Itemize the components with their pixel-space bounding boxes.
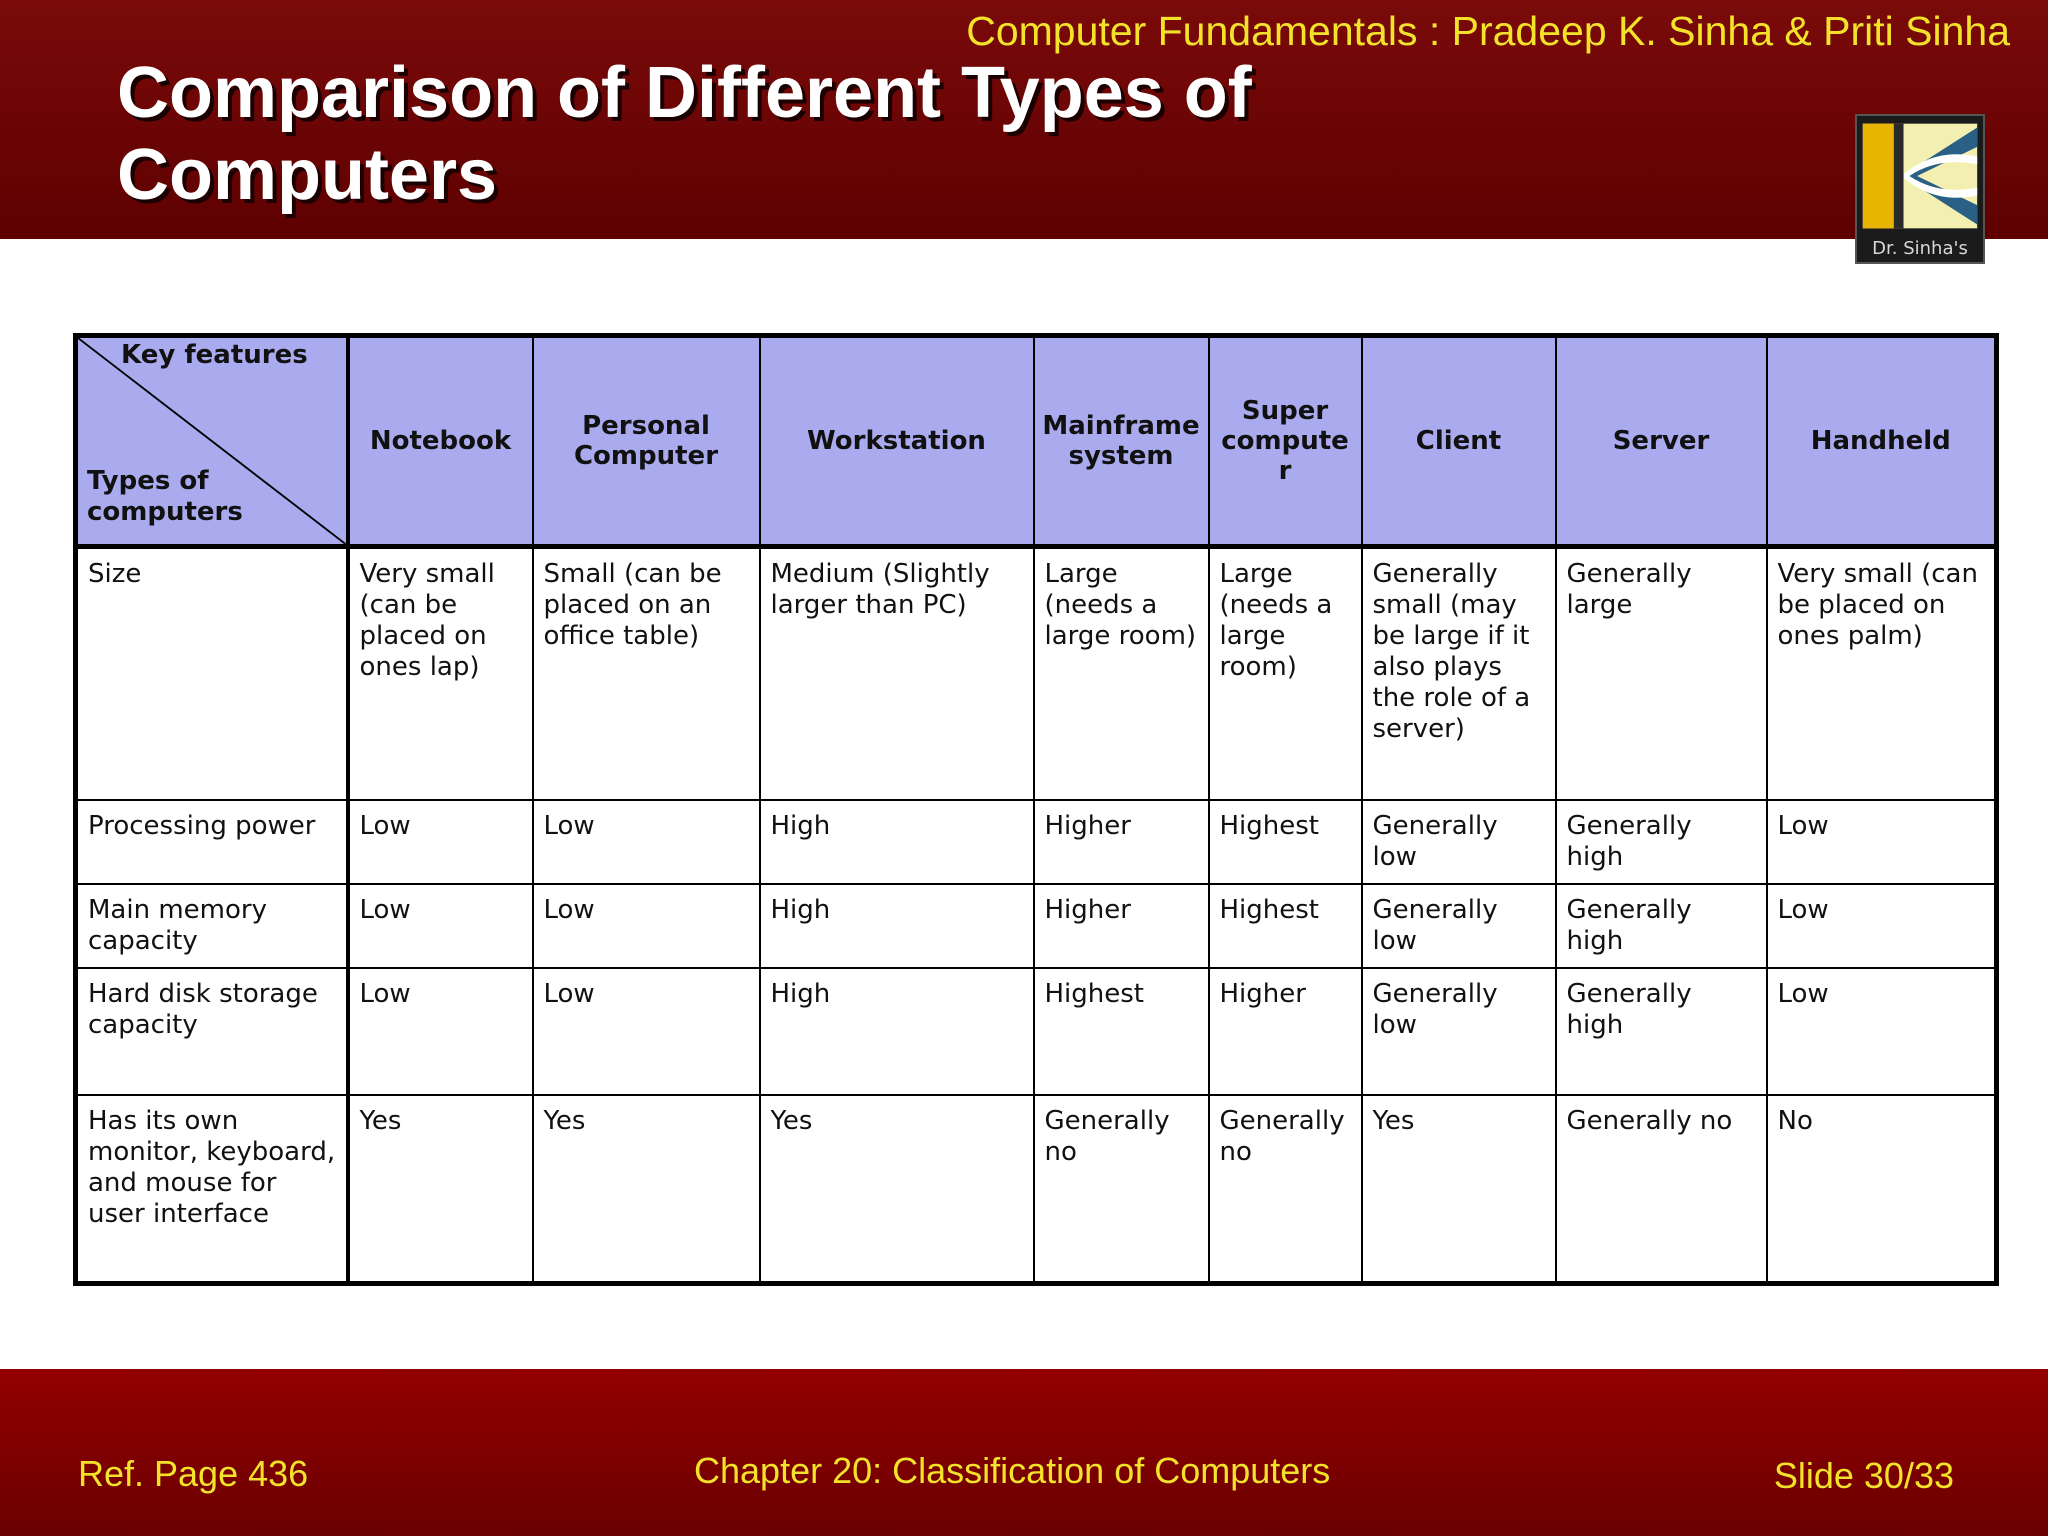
table-cell: Generally no xyxy=(1554,1093,1768,1285)
logo-caption: Dr. Sinha's xyxy=(1872,238,1968,259)
table-cell: Small (can be placed on an office table) xyxy=(531,545,761,801)
table-cell: Higher xyxy=(1032,882,1210,969)
column-header-server: Server xyxy=(1554,334,1768,549)
table-cell: Generally no xyxy=(1032,1093,1210,1285)
row-label: Main memory capacity xyxy=(74,882,350,969)
table-row-size: Size Very small (can be placed on ones l… xyxy=(74,545,1998,801)
table-cell: Yes xyxy=(346,1093,534,1285)
footer-ref-page: Ref. Page 436 xyxy=(78,1453,309,1494)
table-cell: Low xyxy=(1765,798,1998,885)
table-cell: High xyxy=(758,798,1035,885)
table-cell: No xyxy=(1765,1093,1998,1285)
table-cell: Low xyxy=(346,882,534,969)
table-row-hard-disk: Hard disk storage capacity Low Low High … xyxy=(74,966,1998,1096)
table-cell: Low xyxy=(531,882,761,969)
corner-header-cell: Key features Types of computers xyxy=(74,334,350,549)
table-cell: Yes xyxy=(758,1093,1035,1285)
table-row-user-interface: Has its own monitor, keyboard, and mouse… xyxy=(74,1093,1998,1285)
table-cell: Medium (Slightly larger than PC) xyxy=(758,545,1035,801)
table-cell: Generally low xyxy=(1360,798,1557,885)
diagonal-divider xyxy=(78,338,346,544)
table-cell: Large (needs a large room) xyxy=(1207,545,1363,801)
column-header-notebook: Notebook xyxy=(346,334,534,549)
table-cell: Generally low xyxy=(1360,882,1557,969)
column-header-handheld: Handheld xyxy=(1765,334,1998,549)
table-cell: Low xyxy=(346,966,534,1096)
row-label: Hard disk storage capacity xyxy=(74,966,350,1096)
table-cell: Generally high xyxy=(1554,882,1768,969)
corner-types-of-computers: Types of computers xyxy=(87,466,243,527)
slide-title: Comparison of Different Types of Compute… xyxy=(117,53,1252,215)
table-cell: Very small (can be placed on ones palm) xyxy=(1765,545,1998,801)
footer-band xyxy=(0,1369,2048,1536)
column-header-supercomputer: Super compute r xyxy=(1207,334,1363,549)
table-cell: Large (needs a large room) xyxy=(1032,545,1210,801)
table-row-processing-power: Processing power Low Low High Higher Hig… xyxy=(74,798,1998,885)
table-cell: Highest xyxy=(1207,882,1363,969)
table-cell: Generally no xyxy=(1207,1093,1363,1285)
dr-sinha-logo: Dr. Sinha's xyxy=(1855,114,1985,264)
table-cell: Generally high xyxy=(1554,966,1768,1096)
row-label: Processing power xyxy=(74,798,350,885)
header-band xyxy=(0,0,2048,239)
table-cell: Yes xyxy=(1360,1093,1557,1285)
table-cell: Low xyxy=(531,966,761,1096)
table-cell: Higher xyxy=(1032,798,1210,885)
table-cell: Low xyxy=(346,798,534,885)
table-cell: Generally large xyxy=(1554,545,1768,801)
book-credit: Computer Fundamentals : Pradeep K. Sinha… xyxy=(966,8,2010,54)
row-label: Has its own monitor, keyboard, and mouse… xyxy=(74,1093,350,1285)
table-cell: High xyxy=(758,966,1035,1096)
comparison-table: Key features Types of computers Notebook… xyxy=(73,333,1999,1286)
column-header-workstation: Workstation xyxy=(758,334,1035,549)
footer-slide-number: Slide 30/33 xyxy=(1773,1455,1954,1496)
table-cell: Generally low xyxy=(1360,966,1557,1096)
table-cell: Low xyxy=(1765,966,1998,1096)
table-cell: Higher xyxy=(1207,966,1363,1096)
table-cell: Generally small (may be large if it also… xyxy=(1360,545,1557,801)
table-cell: Highest xyxy=(1032,966,1210,1096)
table-cell: Low xyxy=(531,798,761,885)
column-header-client: Client xyxy=(1360,334,1557,549)
column-header-personal-computer: Personal Computer xyxy=(531,334,761,549)
corner-key-features: Key features xyxy=(121,340,308,370)
logo-emblem-icon xyxy=(1862,123,1978,229)
header-row: Key features Types of computers Notebook… xyxy=(74,334,1998,549)
table-cell: Highest xyxy=(1207,798,1363,885)
table-cell: Generally high xyxy=(1554,798,1768,885)
footer-chapter: Chapter 20: Classification of Computers xyxy=(694,1450,1331,1491)
table-cell: High xyxy=(758,882,1035,969)
column-header-mainframe: Mainframe system xyxy=(1032,334,1210,549)
table-row-main-memory: Main memory capacity Low Low High Higher… xyxy=(74,882,1998,969)
row-label: Size xyxy=(74,545,350,801)
table-cell: Yes xyxy=(531,1093,761,1285)
table-cell: Very small (can be placed on ones lap) xyxy=(346,545,534,801)
table-cell: Low xyxy=(1765,882,1998,969)
